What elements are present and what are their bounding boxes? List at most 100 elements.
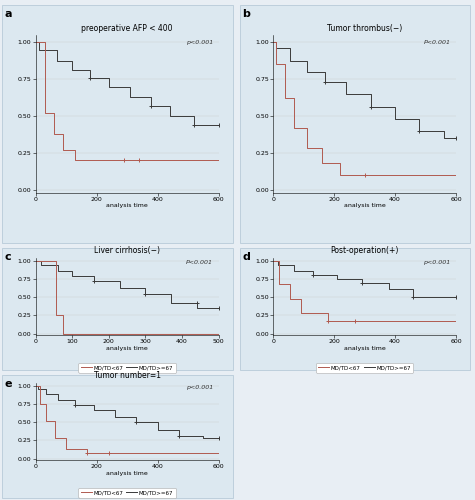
MD/TD>=67	[133, 414, 139, 420]
MD/TD<67	[362, 172, 368, 178]
MD/TD>=67	[386, 280, 392, 286]
MD/TD<67	[270, 40, 276, 46]
MD/TD>=67	[167, 113, 172, 119]
MD/TD>=67	[72, 402, 78, 408]
MD/TD<67	[121, 157, 127, 163]
Legend: MD/TD<67, MD/TD>=67: MD/TD<67, MD/TD>=67	[78, 488, 176, 498]
MD/TD>=67	[35, 383, 41, 389]
MD/TD>=67	[176, 426, 182, 432]
X-axis label: analysis time: analysis time	[106, 203, 148, 208]
MD/TD<67	[60, 312, 66, 318]
MD/TD<67	[43, 418, 49, 424]
MD/TD>=67	[359, 276, 364, 281]
MD/TD>=67	[392, 116, 398, 122]
MD/TD>=67	[149, 94, 154, 100]
MD/TD<67	[325, 318, 331, 324]
MD/TD>=67	[43, 391, 49, 397]
MD/TD>=67	[127, 94, 133, 100]
MD/TD>=67	[155, 420, 161, 426]
MD/TD>=67	[69, 268, 75, 274]
MD/TD<67	[136, 157, 142, 163]
MD/TD<67	[287, 282, 293, 288]
MD/TD>=67	[310, 268, 315, 274]
MD/TD<67	[216, 330, 221, 336]
MD/TD<67	[106, 450, 112, 456]
MD/TD<67	[121, 157, 127, 163]
MD/TD>=67	[304, 58, 310, 64]
MD/TD>=67	[54, 58, 60, 64]
MD/TD>=67	[54, 46, 60, 52]
MD/TD>=67	[334, 276, 340, 281]
MD/TD>=67	[275, 262, 281, 268]
MD/TD<67	[270, 258, 276, 264]
Text: d: d	[242, 252, 250, 262]
MD/TD>=67	[133, 420, 139, 426]
X-axis label: analysis time: analysis time	[106, 470, 148, 476]
MD/TD<67	[283, 62, 288, 68]
MD/TD>=67	[55, 262, 60, 268]
MD/TD>=67	[88, 74, 94, 80]
Title: Tumor thrombus(−): Tumor thrombus(−)	[327, 24, 402, 33]
MD/TD<67	[283, 96, 288, 102]
MD/TD>=67	[273, 45, 279, 51]
MD/TD>=67	[368, 91, 373, 97]
MD/TD>=67	[287, 58, 293, 64]
MD/TD>=67	[33, 383, 38, 389]
MD/TD>=67	[176, 433, 182, 439]
Line: MD/TD>=67: MD/TD>=67	[36, 42, 218, 125]
MD/TD>=67	[106, 74, 112, 80]
Legend: MD/TD<67, MD/TD>=67: MD/TD<67, MD/TD>=67	[316, 363, 413, 372]
MD/TD<67	[298, 296, 304, 302]
MD/TD>=67	[91, 274, 97, 280]
Line: MD/TD>=67: MD/TD>=67	[36, 386, 218, 438]
MD/TD<67	[38, 383, 43, 389]
MD/TD>=67	[56, 397, 61, 403]
MD/TD>=67	[216, 122, 221, 128]
MD/TD>=67	[33, 40, 38, 46]
MD/TD>=67	[55, 268, 60, 274]
MD/TD<67	[33, 383, 38, 389]
MD/TD>=67	[36, 40, 41, 46]
MD/TD>=67	[117, 278, 123, 284]
MD/TD<67	[33, 258, 38, 264]
MD/TD>=67	[149, 102, 154, 108]
MD/TD<67	[42, 40, 48, 46]
Legend: MD/TD<67, MD/TD>=67: MD/TD<67, MD/TD>=67	[78, 262, 176, 272]
MD/TD<67	[53, 258, 58, 264]
MD/TD>=67	[334, 272, 340, 278]
Line: MD/TD<67: MD/TD<67	[36, 261, 218, 334]
MD/TD>=67	[69, 58, 75, 64]
MD/TD>=67	[287, 45, 293, 51]
MD/TD>=67	[168, 300, 174, 306]
MD/TD<67	[304, 124, 310, 130]
MD/TD<67	[33, 40, 38, 46]
MD/TD>=67	[112, 414, 118, 420]
MD/TD<67	[60, 130, 66, 136]
MD/TD>=67	[273, 40, 279, 46]
MD/TD<67	[292, 96, 297, 102]
MD/TD<67	[352, 318, 358, 324]
MD/TD<67	[325, 310, 331, 316]
MD/TD<67	[319, 146, 325, 152]
MD/TD>=67	[168, 292, 174, 298]
Line: MD/TD>=67: MD/TD>=67	[36, 261, 218, 308]
MD/TD>=67	[453, 294, 459, 300]
MD/TD>=67	[441, 128, 446, 134]
MD/TD<67	[216, 450, 221, 456]
Legend: MD/TD<67, MD/TD>=67: MD/TD<67, MD/TD>=67	[316, 262, 413, 272]
Title: preoperative AFP < 400: preoperative AFP < 400	[81, 24, 173, 33]
MD/TD<67	[53, 312, 58, 318]
MD/TD<67	[319, 160, 325, 166]
MD/TD>=67	[386, 286, 392, 292]
MD/TD>=67	[216, 305, 221, 311]
MD/TD>=67	[453, 135, 459, 141]
MD/TD>=67	[200, 434, 206, 440]
MD/TD>=67	[275, 258, 281, 264]
MD/TD>=67	[200, 433, 206, 439]
MD/TD<67	[42, 110, 48, 116]
MD/TD<67	[273, 62, 279, 68]
MD/TD<67	[51, 110, 57, 116]
MD/TD<67	[292, 124, 297, 130]
MD/TD>=67	[155, 426, 161, 432]
MD/TD>=67	[270, 258, 276, 264]
